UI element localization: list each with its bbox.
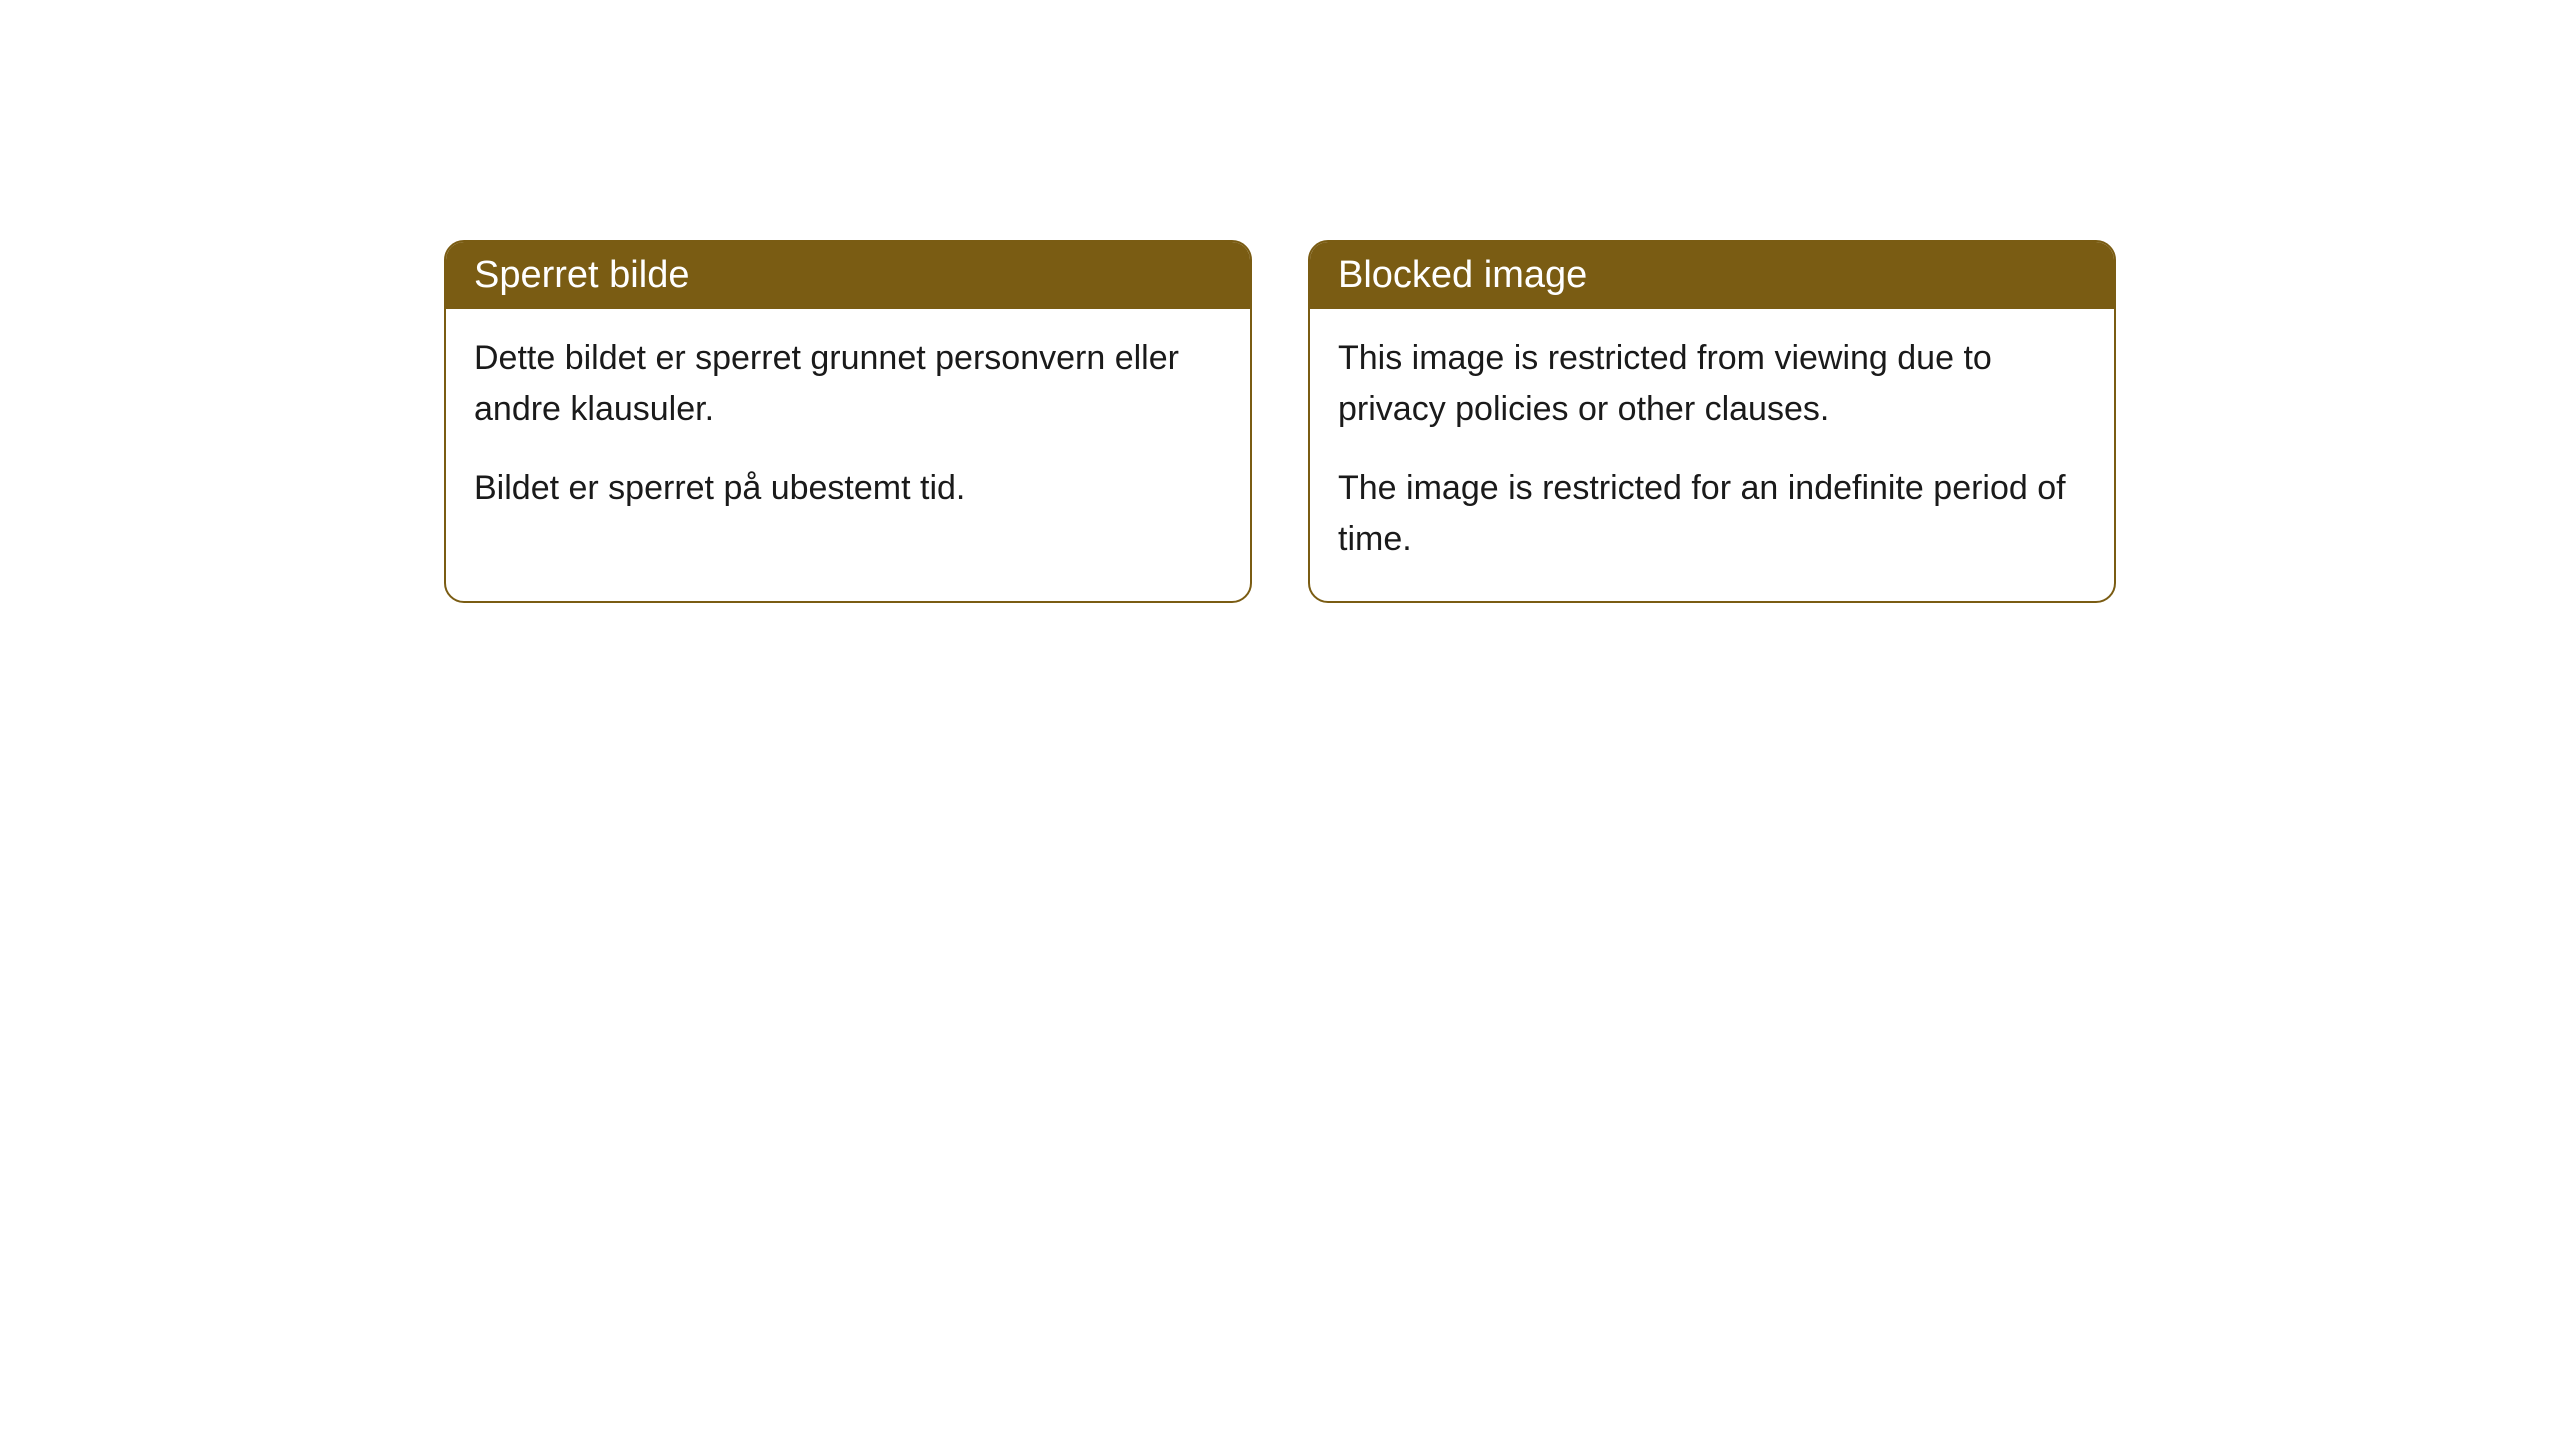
card-paragraph: Dette bildet er sperret grunnet personve… [474,333,1222,435]
card-paragraph: Bildet er sperret på ubestemt tid. [474,463,1222,514]
card-body: Dette bildet er sperret grunnet personve… [446,309,1250,550]
notice-card-norwegian: Sperret bilde Dette bildet er sperret gr… [444,240,1252,603]
card-body: This image is restricted from viewing du… [1310,309,2114,601]
card-paragraph: The image is restricted for an indefinit… [1338,463,2086,565]
card-paragraph: This image is restricted from viewing du… [1338,333,2086,435]
notice-cards-container: Sperret bilde Dette bildet er sperret gr… [0,240,2560,603]
card-header: Sperret bilde [446,242,1250,309]
notice-card-english: Blocked image This image is restricted f… [1308,240,2116,603]
card-header: Blocked image [1310,242,2114,309]
card-title: Sperret bilde [474,254,689,296]
card-title: Blocked image [1338,254,1587,296]
